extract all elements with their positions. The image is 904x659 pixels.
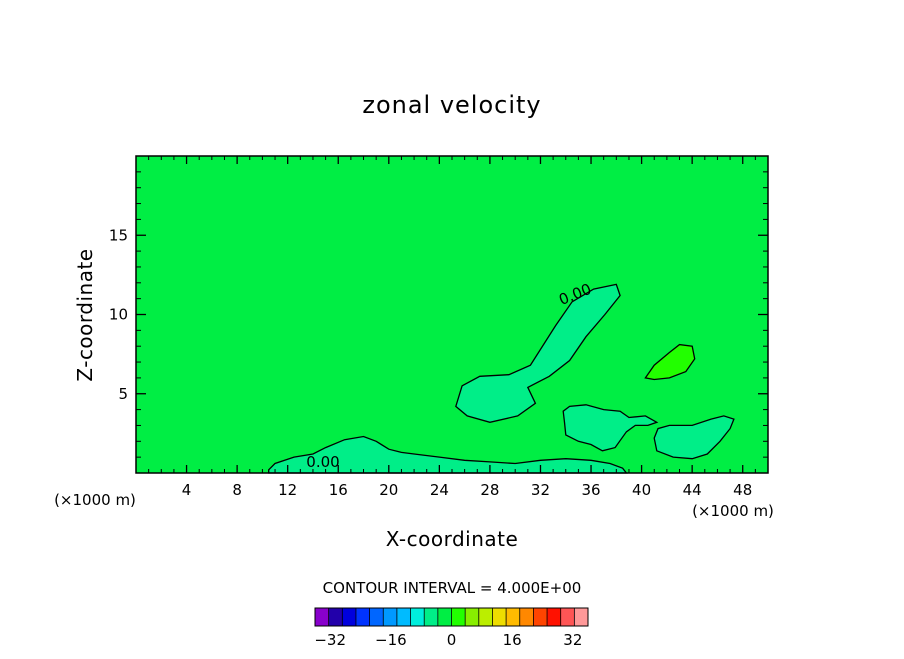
contour-lines: [268, 283, 735, 474]
y-axis-title: Z-coordinate: [73, 248, 97, 381]
chart-title: zonal velocity: [362, 91, 541, 119]
minor-ticks: [136, 156, 768, 473]
contour-label-lower: 0.00: [306, 453, 339, 471]
y-tick-label: 15: [109, 226, 128, 244]
x-unit-label-right: (×1000 m): [692, 502, 774, 520]
colorbar-swatch: [506, 608, 521, 626]
x-axis-title: X-coordinate: [386, 527, 519, 551]
x-tick-label: 44: [683, 481, 702, 499]
colorbar-swatch: [533, 608, 548, 626]
colorbar-swatch: [315, 608, 329, 626]
colorbar-tick-label: 16: [503, 631, 522, 649]
x-tick-label: 40: [632, 481, 651, 499]
colorbar-swatch: [465, 608, 480, 626]
contour-line-5: [644, 343, 696, 381]
x-tick-label: 16: [329, 481, 348, 499]
contour-region-3: [654, 415, 734, 459]
contour-line-4: [268, 435, 628, 474]
colorbar-tick-label: 0: [447, 631, 457, 649]
colorbar: −32 −16 0 16 32: [314, 607, 589, 649]
colorbar-swatch: [369, 608, 384, 626]
y-tick-label: 5: [118, 385, 128, 403]
colorbar-swatch: [396, 608, 411, 626]
colorbar-swatch: [547, 608, 561, 626]
y-axis-ticks: 5 10 15: [109, 226, 768, 403]
contour-line-1: [455, 283, 621, 423]
colorbar-frame: [314, 607, 589, 627]
colorbar-swatch: [355, 608, 370, 626]
x-tick-label: 8: [232, 481, 242, 499]
contour-region-2: [563, 404, 657, 451]
x-tick-label: 32: [531, 481, 550, 499]
colorbar-swatch: [342, 608, 357, 626]
x-tick-label: 36: [581, 481, 600, 499]
plot-background: [136, 156, 768, 473]
contour-line-2: [562, 404, 659, 452]
contour-region-5: [645, 344, 695, 380]
x-tick-label: 24: [430, 481, 449, 499]
contour-line-3: [653, 415, 735, 460]
x-tick-label: 4: [182, 481, 192, 499]
colorbar-swatch: [478, 608, 493, 626]
colorbar-tick-label: 32: [563, 631, 582, 649]
colorbar-swatch: [328, 608, 343, 626]
x-tick-label: 12: [278, 481, 297, 499]
contour-region-4: [268, 436, 627, 473]
x-unit-label-left: (×1000 m): [54, 491, 136, 509]
colorbar-swatch: [451, 608, 466, 626]
x-tick-label: 20: [379, 481, 398, 499]
colorbar-swatch: [560, 608, 575, 626]
contour-interval-text: CONTOUR INTERVAL = 4.000E+00: [323, 579, 582, 597]
y-tick-label: 10: [109, 306, 128, 324]
colorbar-tick-label: −16: [375, 631, 407, 649]
colorbar-swatch: [492, 608, 507, 626]
colorbar-tick-label: −32: [314, 631, 346, 649]
x-tick-label: 48: [733, 481, 752, 499]
colorbar-swatch: [383, 608, 398, 626]
x-tick-label: 28: [480, 481, 499, 499]
colorbar-swatch: [410, 608, 425, 626]
colorbar-swatch: [574, 608, 589, 626]
colorbar-swatch: [437, 608, 452, 626]
x-axis-ticks: 4 8 12 16 20 24 28 32 36 40 44 48: [182, 156, 752, 499]
colorbar-swatch: [519, 608, 534, 626]
colorbar-swatch: [424, 608, 439, 626]
